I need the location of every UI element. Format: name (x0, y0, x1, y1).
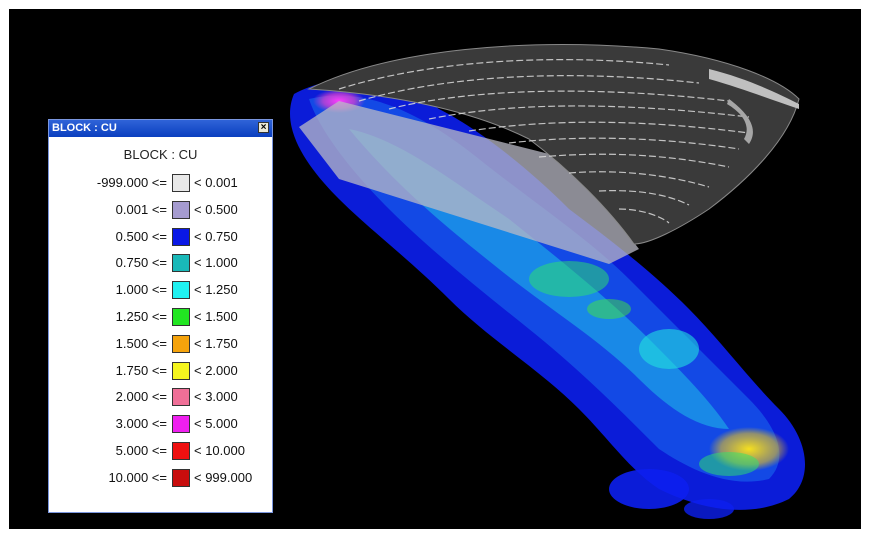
legend-color-swatch (172, 174, 190, 192)
legend-row: 1.250 <= < 1.500 (49, 308, 272, 326)
legend-heading: BLOCK : CU (123, 147, 198, 162)
legend-row-low: 5.000 <= (115, 443, 167, 458)
legend-color-swatch (172, 415, 190, 434)
legend-row-high: < 2.000 (194, 362, 238, 378)
legend-row-high: < 1.250 (194, 282, 238, 298)
legend-row-high: < 1.000 (194, 255, 238, 271)
legend-row-high: < 3.000 (194, 389, 238, 405)
legend-row-high: < 1.500 (194, 309, 238, 324)
legend-row-low: 0.500 <= (115, 228, 167, 244)
legend-row-high: < 0.750 (194, 228, 238, 244)
legend-row-high: < 1.750 (194, 335, 238, 351)
legend-row: 1.500 <= < 1.750 (49, 334, 272, 353)
legend-row: 2.000 <= < 3.000 (49, 388, 272, 407)
legend-color-swatch (172, 254, 190, 273)
legend-row: 10.000 <= < 999.000 (49, 468, 272, 487)
legend-row-low: 3.000 <= (115, 416, 167, 432)
legend-row: 5.000 <= < 10.000 (49, 442, 272, 460)
legend-window[interactable]: BLOCK : CU × BLOCK : CU -999.000 <= < 0.0… (48, 119, 273, 513)
legend-row-low: 2.000 <= (115, 389, 167, 405)
legend-color-swatch (172, 468, 190, 487)
legend-row: -999.000 <= < 0.001 (49, 174, 272, 192)
legend-color-swatch (172, 200, 190, 219)
close-icon[interactable]: × (258, 122, 269, 133)
legend-row-low: 0.001 <= (115, 201, 167, 217)
legend-row-high: < 5.000 (194, 416, 238, 432)
legend-titlebar[interactable]: BLOCK : CU × (49, 120, 272, 137)
legend-row-low: -999.000 <= (96, 175, 167, 190)
legend-row-low: 1.250 <= (115, 309, 167, 324)
pit-shell (307, 44, 800, 245)
legend-body: BLOCK : CU -999.000 <= < 0.001 0.001 <= < 0… (49, 137, 272, 512)
legend-color-swatch (172, 442, 190, 460)
section-plane (299, 101, 639, 264)
legend-row: 3.000 <= < 5.000 (49, 415, 272, 434)
legend-color-swatch (172, 334, 190, 353)
legend-row: 0.001 <= < 0.500 (49, 200, 272, 219)
legend-row: 0.750 <= < 1.000 (49, 254, 272, 273)
legend-row-high: < 0.500 (194, 201, 238, 217)
legend-row-low: 0.750 <= (115, 255, 167, 271)
legend-row-high: < 999.000 (194, 469, 253, 485)
legend-row-low: 10.000 <= (108, 469, 167, 485)
legend-row: 1.750 <= < 2.000 (49, 361, 272, 380)
legend-row: 0.500 <= < 0.750 (49, 227, 272, 246)
legend-row-low: 1.000 <= (115, 282, 167, 298)
legend-row-low: 1.500 <= (115, 335, 167, 351)
legend-window-title: BLOCK : CU (52, 122, 117, 134)
legend-color-swatch (172, 227, 190, 246)
legend-row-low: 1.750 <= (115, 362, 167, 378)
legend-color-swatch (172, 388, 190, 407)
legend-color-swatch (172, 281, 190, 300)
legend-row-high: < 10.000 (194, 443, 245, 458)
legend-row: 1.000 <= < 1.250 (49, 281, 272, 300)
legend-color-swatch (172, 308, 190, 326)
3d-viewport[interactable] (9, 9, 861, 529)
legend-row-high: < 0.001 (194, 175, 238, 190)
legend-color-swatch (172, 361, 190, 380)
block-model-scene[interactable] (9, 9, 861, 529)
